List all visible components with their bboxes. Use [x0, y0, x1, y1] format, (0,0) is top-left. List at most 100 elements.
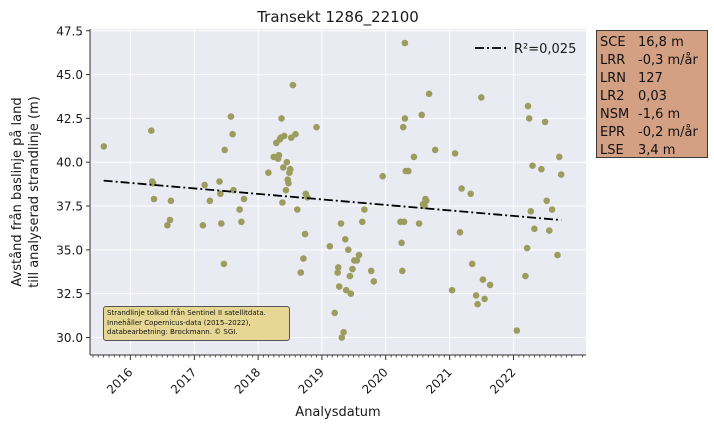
data-point — [399, 267, 406, 275]
statistics-box: SCE 16,8 m LRR -0,3 m/år LRN 127 LR2 0,03 NS… — [596, 30, 708, 158]
data-point — [217, 190, 224, 198]
stat-value: -0,3 m/år — [638, 52, 698, 68]
x-tick-label: 2018 — [232, 365, 263, 396]
y-tick-label: 37.5 — [56, 200, 83, 214]
data-point — [478, 94, 485, 101]
chart-title: Transekt 1286_22100 — [256, 8, 419, 27]
data-point — [527, 208, 535, 215]
data-point — [448, 286, 456, 294]
data-point — [370, 278, 378, 285]
data-point — [300, 255, 307, 262]
data-point — [280, 132, 288, 140]
data-point — [359, 218, 366, 226]
x-tick-label: 2016 — [104, 365, 135, 396]
plot-background — [90, 29, 586, 355]
data-point — [280, 164, 287, 171]
data-point — [468, 260, 476, 268]
data-point — [283, 158, 291, 166]
stat-row-nsm: NSM -1,6 m — [599, 105, 707, 123]
data-point — [425, 90, 433, 98]
data-point — [410, 153, 418, 161]
data-point — [335, 283, 343, 290]
data-point — [557, 171, 565, 178]
y-axis: 30.0 32.5 35.0 37.5 40.0 42.5 45.0 47.5 — [56, 24, 90, 345]
stat-value: 0,03 — [638, 88, 667, 104]
data-point — [340, 328, 347, 336]
data-point — [216, 178, 223, 185]
data-point — [401, 39, 409, 47]
y-tick-label: 45.0 — [56, 68, 83, 82]
x-tick-label: 2021 — [423, 365, 454, 396]
data-point — [522, 272, 529, 280]
grid-lines — [90, 29, 586, 355]
data-point — [334, 269, 342, 276]
attribution-box: Strandlinje tolkad från Sentinel II sate… — [103, 306, 290, 341]
data-point — [282, 186, 290, 194]
data-point — [353, 257, 361, 264]
data-point — [543, 197, 550, 205]
stat-value: -0,2 m/år — [638, 124, 698, 140]
data-point — [529, 162, 536, 169]
stat-key: NSM — [600, 106, 630, 122]
x-tick-label: 2020 — [359, 365, 390, 396]
data-point — [297, 269, 305, 276]
stat-row-lse: LSE 3,4 m — [599, 141, 707, 159]
y-tick-label: 42.5 — [56, 112, 83, 126]
x-axis: 2016 2017 2018 2019 2020 2021 2022 — [92, 355, 584, 397]
x-tick-label: 2019 — [296, 365, 327, 396]
data-point — [418, 111, 426, 119]
data-point — [456, 229, 464, 236]
attribution-line-1: Strandlinje tolkad från Sentinel II sate… — [107, 309, 266, 317]
stat-value: 3,4 m — [638, 142, 676, 158]
stat-row-sce: SCE 16,8 m — [599, 33, 707, 51]
data-point — [238, 218, 245, 226]
data-point — [472, 292, 480, 299]
stat-key: LRR — [600, 52, 626, 68]
data-point — [347, 290, 355, 298]
data-point — [338, 334, 346, 341]
data-point — [292, 130, 299, 138]
data-point — [525, 115, 533, 122]
y-tick-label: 32.5 — [56, 287, 83, 301]
data-point — [415, 220, 423, 227]
stat-row-lrn: LRN 127 — [599, 69, 707, 87]
data-point — [229, 130, 236, 138]
data-point — [227, 113, 235, 120]
data-point — [220, 260, 228, 268]
data-point — [342, 236, 349, 243]
stat-row-lr2: LR2 0,03 — [599, 87, 707, 105]
y-tick-label: 30.0 — [56, 331, 83, 345]
data-point — [199, 222, 207, 229]
data-point — [548, 206, 556, 213]
stat-key: SCE — [600, 34, 626, 50]
data-point — [100, 143, 108, 150]
data-point — [451, 150, 459, 157]
data-point — [486, 281, 494, 289]
data-point — [278, 115, 285, 122]
data-point — [150, 195, 158, 203]
y-tick-label: 40.0 — [56, 156, 83, 170]
data-point — [294, 206, 301, 213]
data-point — [206, 197, 214, 205]
data-point — [265, 169, 272, 176]
data-point — [367, 267, 375, 275]
data-point — [221, 146, 228, 154]
stat-row-epr: EPR -0,2 m/år — [599, 123, 707, 141]
data-point — [342, 286, 350, 294]
data-point — [346, 272, 354, 280]
data-point — [481, 295, 488, 303]
stat-value: 16,8 m — [638, 34, 684, 50]
y-axis-label-line-2: till analyserad strandlinje (m) — [27, 96, 42, 288]
data-point — [423, 197, 430, 205]
data-point — [331, 309, 339, 317]
data-point — [279, 199, 286, 206]
trend-line — [103, 179, 562, 221]
data-point — [285, 179, 292, 187]
y-tick-label: 35.0 — [56, 243, 83, 257]
data-point — [398, 239, 405, 247]
stat-key: LR2 — [600, 88, 625, 104]
data-point — [467, 190, 475, 198]
data-point — [337, 220, 345, 227]
y-axis-label-line-1: Avstånd från baslinje på land — [10, 97, 25, 286]
